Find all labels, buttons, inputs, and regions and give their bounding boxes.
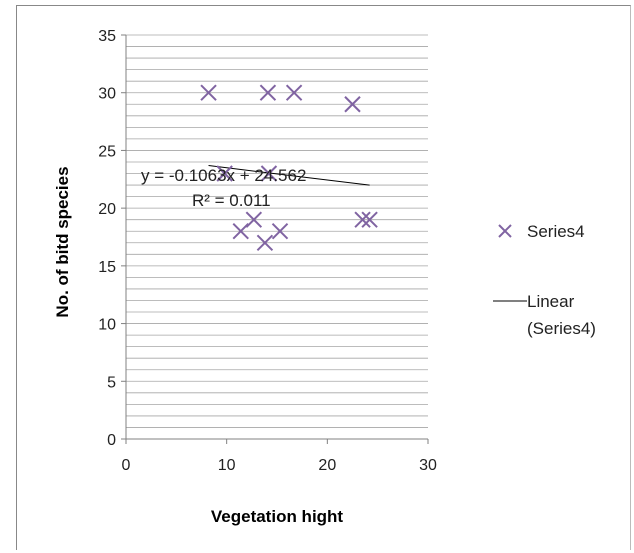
x-tick-label: 10 xyxy=(218,457,236,474)
data-point xyxy=(216,165,233,182)
data-points xyxy=(200,84,378,251)
data-point xyxy=(354,211,371,228)
y-axis-title: No. of bitd species xyxy=(53,166,72,317)
chart-frame xyxy=(16,5,631,550)
data-point xyxy=(259,84,277,101)
marker-stroke xyxy=(200,84,217,101)
trendline-equation: y = -0.1063x + 24.562 xyxy=(141,166,306,185)
trendline xyxy=(208,165,370,186)
x-tick-label: 20 xyxy=(318,457,336,474)
y-tick-label: 30 xyxy=(98,86,116,103)
marker-stroke xyxy=(344,96,361,113)
data-point xyxy=(271,223,289,240)
data-point xyxy=(245,211,263,228)
data-point xyxy=(361,211,378,228)
trendline-r2: R² = 0.011 xyxy=(192,191,271,210)
data-point xyxy=(256,234,274,251)
marker-stroke xyxy=(245,211,263,228)
marker-stroke xyxy=(232,223,249,240)
y-tick-label: 20 xyxy=(98,201,116,218)
y-tick-label: 5 xyxy=(107,374,116,391)
data-point xyxy=(200,84,217,101)
data-point xyxy=(285,84,303,101)
legend-label-linear-line1: Linear xyxy=(527,292,575,311)
marker-stroke xyxy=(285,84,303,101)
trendline-annotations: y = -0.1063x + 24.562 R² = 0.011 xyxy=(141,166,306,210)
gridlines xyxy=(126,34,428,428)
marker-stroke xyxy=(259,84,277,101)
data-point xyxy=(260,165,278,182)
x-axis-title: Vegetation hight xyxy=(211,507,344,526)
legend: Series4 Linear (Series4) xyxy=(493,222,596,338)
x-tick-label: 30 xyxy=(419,457,437,474)
tick-labels: 0 5 10 15 20 25 30 35 0 10 20 30 xyxy=(98,28,437,474)
marker-stroke xyxy=(271,223,289,240)
legend-label-series4: Series4 xyxy=(527,222,585,241)
marker-stroke xyxy=(216,165,233,182)
marker-stroke xyxy=(260,165,278,182)
y-tick-label: 10 xyxy=(98,317,116,334)
y-tick-label: 25 xyxy=(98,143,116,160)
marker-stroke xyxy=(354,211,371,228)
data-point xyxy=(232,223,249,240)
legend-marker xyxy=(498,224,512,238)
trendline-segment xyxy=(208,165,370,186)
y-tick-label: 35 xyxy=(98,28,116,45)
y-tick-label: 15 xyxy=(98,259,116,276)
marker-stroke xyxy=(256,234,274,251)
marker-stroke xyxy=(361,211,378,228)
marker-stroke xyxy=(498,224,512,238)
data-point xyxy=(344,96,361,113)
axes xyxy=(121,34,429,444)
x-tick-label: 0 xyxy=(122,457,131,474)
y-tick-label: 0 xyxy=(107,432,116,449)
legend-label-linear-line2: (Series4) xyxy=(527,319,596,338)
